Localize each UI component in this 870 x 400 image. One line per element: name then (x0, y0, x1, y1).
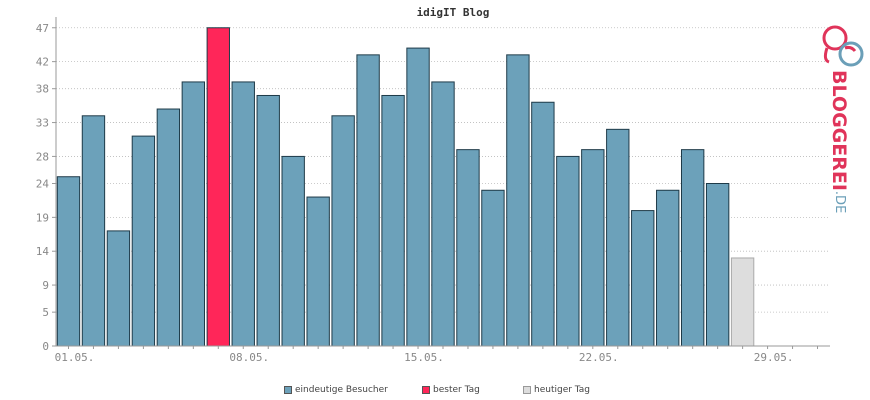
x-tick-label: 08.05. (229, 351, 269, 364)
tick-labels: 0 5 9 14 19 24 28 33 38 42 47 01.05. 08.05. 15.05. 22.… (36, 22, 794, 364)
bar-visitors (231, 81, 255, 347)
bar-visitors (481, 189, 505, 347)
bar-today (730, 257, 755, 347)
legend-label-today: heutiger Tag (534, 385, 591, 395)
bar-visitors (656, 189, 680, 347)
x-tick-label: 01.05. (55, 351, 95, 364)
brand-tld-text: .DE (832, 190, 847, 214)
bar-visitors (281, 155, 305, 347)
bar-visitors (406, 47, 430, 347)
legend-label-visitors: eindeutige Besucher (295, 385, 388, 395)
bar-visitors (381, 94, 405, 347)
x-tick-label: 22.05. (579, 351, 619, 364)
y-tick-label: 38 (36, 83, 49, 96)
bar-visitors (431, 81, 455, 347)
bar-visitors (531, 101, 555, 347)
bar-visitors (56, 176, 81, 347)
bars (56, 27, 755, 347)
bar-visitors (131, 135, 156, 347)
legend-swatch-today (523, 386, 531, 394)
x-tick-label: 29.05. (754, 351, 794, 364)
y-tick-label: 0 (42, 340, 49, 353)
bar-visitors (631, 210, 655, 347)
bar-visitors (331, 115, 355, 347)
bar-visitors (356, 54, 380, 347)
brand-name: BLOGGEREI.DE (828, 70, 850, 214)
bar-visitors (556, 155, 580, 347)
legend-item-today: heutiger Tag (523, 385, 590, 395)
bloggerei-logo-icon (822, 25, 864, 67)
bar-visitors (306, 196, 330, 347)
y-tick-label: 33 (36, 117, 49, 130)
y-tick-label: 19 (36, 211, 49, 224)
bar-visitors (181, 81, 206, 347)
axes (55, 17, 830, 349)
bar-visitors (680, 149, 705, 347)
bar-visitors (456, 149, 480, 347)
brand-name-text: BLOGGEREI (828, 70, 850, 191)
chart-title: idigIT Blog (417, 6, 490, 19)
y-tick-label: 5 (42, 306, 49, 319)
y-tick-label: 42 (36, 56, 49, 69)
legend-item-best-day: bester Tag (422, 385, 480, 395)
legend-swatch-best-day (422, 386, 430, 394)
y-tick-label: 14 (36, 245, 50, 258)
bar-visitors (581, 149, 605, 347)
bar-best-day (206, 27, 230, 347)
legend-swatch-visitors (284, 386, 292, 394)
bar-visitors (606, 128, 630, 347)
y-tick-label: 28 (36, 150, 49, 163)
legend-label-best-day: bester Tag (433, 385, 480, 395)
bar-visitors (705, 183, 730, 347)
y-tick-label: 47 (36, 22, 49, 35)
y-tick-label: 9 (42, 279, 49, 292)
bar-visitors (256, 94, 280, 347)
bar-visitors (106, 230, 131, 347)
bar-visitors (506, 54, 530, 347)
bar-visitors (81, 115, 106, 347)
x-tick-label: 15.05. (404, 351, 444, 364)
bar-visitors (156, 108, 181, 347)
legend-item-visitors: eindeutige Besucher (284, 385, 388, 395)
y-tick-label: 24 (36, 178, 50, 191)
